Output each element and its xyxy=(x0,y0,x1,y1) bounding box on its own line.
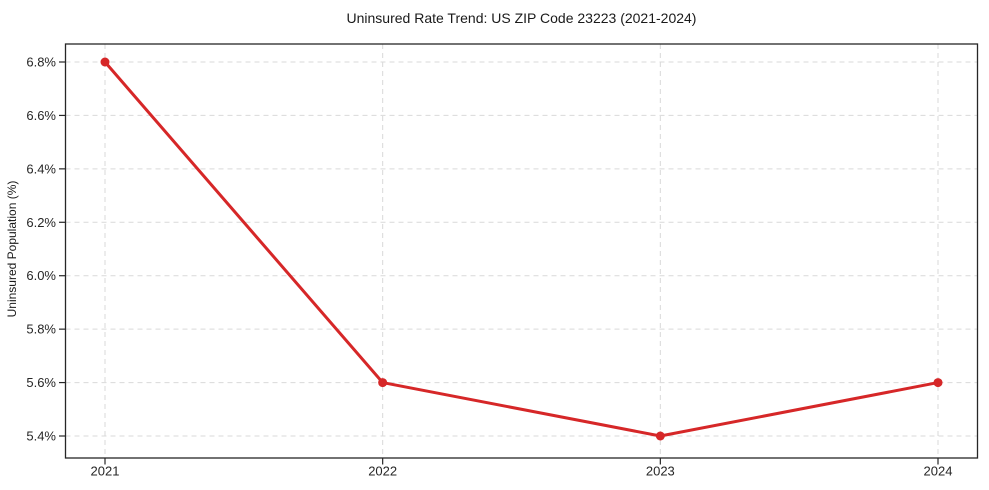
x-tick-label: 2022 xyxy=(368,464,397,479)
data-point-2024 xyxy=(933,378,943,388)
x-tick-label: 2023 xyxy=(646,464,675,479)
data-point-2021 xyxy=(100,57,110,67)
plot-border xyxy=(64,43,979,459)
y-tick-label: 6.6% xyxy=(26,108,56,123)
y-tick-label: 6.2% xyxy=(26,215,56,230)
gridlines xyxy=(65,44,978,458)
data-point-2023 xyxy=(655,431,665,441)
x-tick-label: 2021 xyxy=(91,464,120,479)
y-tick-label: 6.0% xyxy=(26,268,56,283)
data-series xyxy=(100,57,943,441)
data-point-2022 xyxy=(378,378,388,388)
chart-title: Uninsured Rate Trend: US ZIP Code 23223 … xyxy=(347,10,697,26)
y-tick-label: 6.4% xyxy=(26,161,56,176)
x-tick-label: 2024 xyxy=(924,464,953,479)
y-tick-label: 5.8% xyxy=(26,322,56,337)
y-axis-label: Uninsured Population (%) xyxy=(5,181,19,318)
y-tick-label: 5.6% xyxy=(26,375,56,390)
y-tick-label: 5.4% xyxy=(26,429,56,444)
axis-ticks-and-labels: 6.8% 6.6% 6.4% 6.2% 6.0% 5.8% 5.6% 5.4% 2021 2022… xyxy=(26,55,952,479)
y-tick-label: 6.8% xyxy=(26,55,56,70)
trend-line xyxy=(103,60,940,438)
